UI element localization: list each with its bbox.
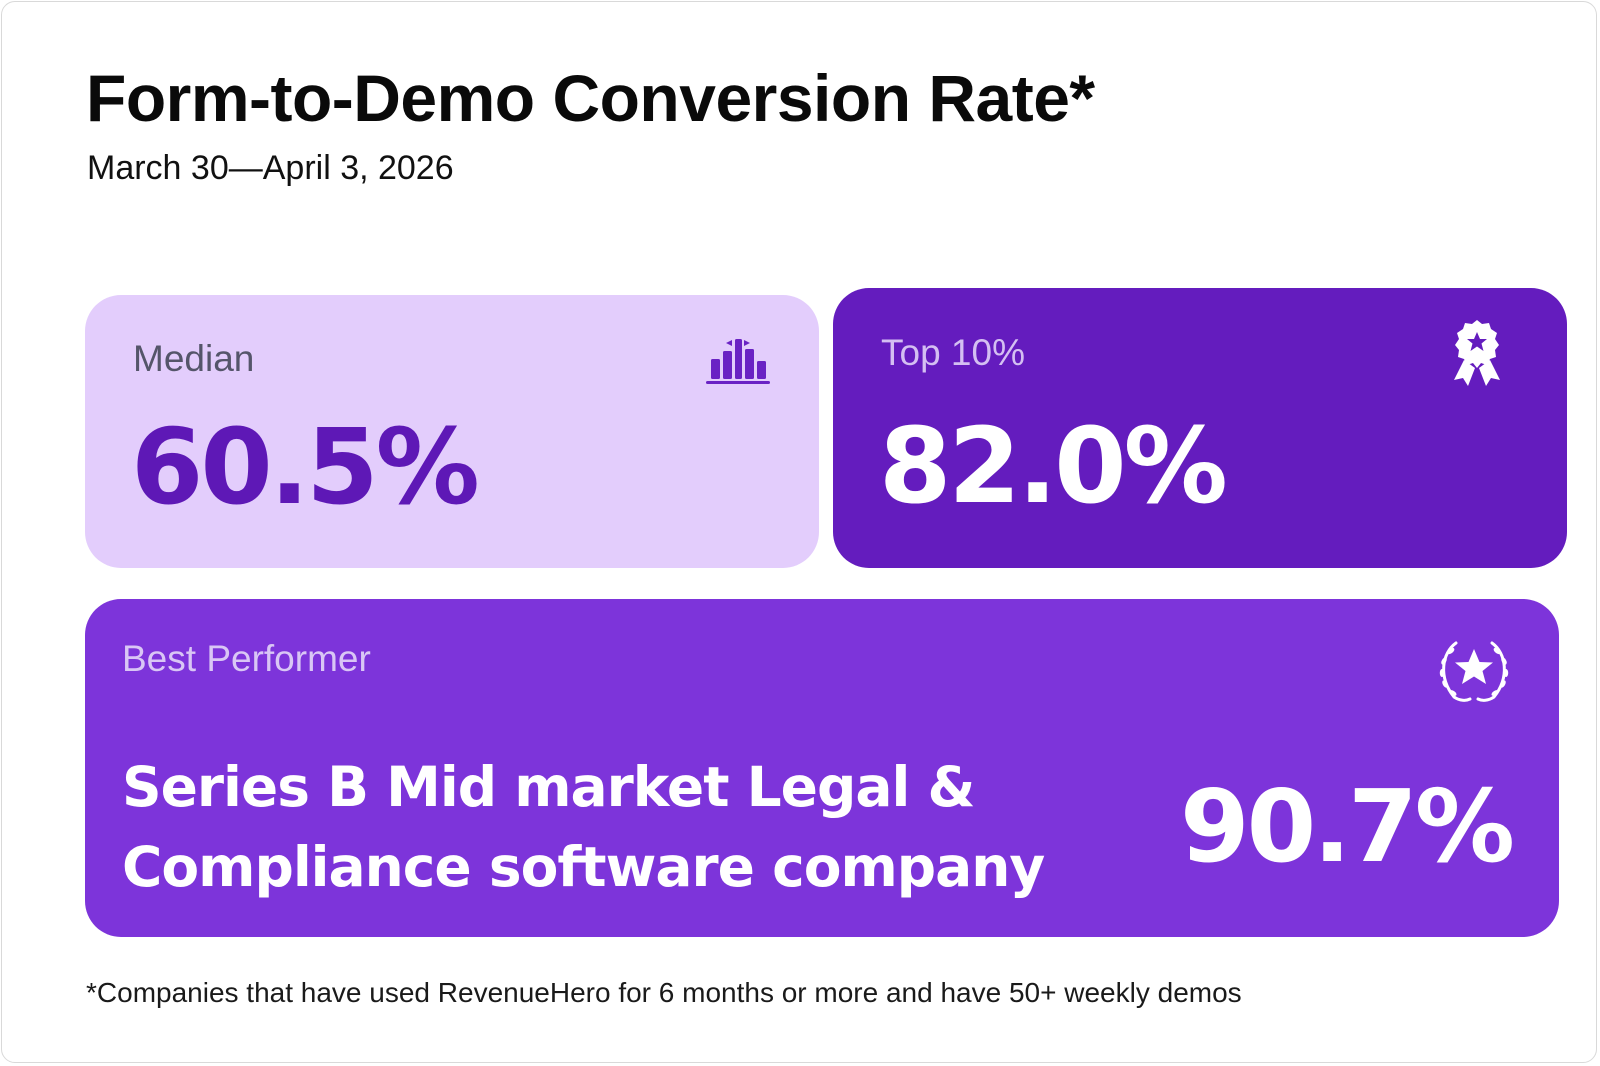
top10-value: 82.0%: [879, 405, 1228, 527]
bar-chart-icon: [706, 339, 770, 384]
median-card: Median 60.5%: [85, 295, 819, 568]
top10-label: Top 10%: [881, 332, 1025, 373]
median-value: 60.5%: [131, 406, 480, 528]
top10-card: Top 10% 82.0%: [833, 288, 1567, 568]
laurel-star-icon: [1439, 641, 1509, 702]
best-performer-value: 90.7%: [1180, 768, 1515, 885]
date-range: March 30—April 3, 2026: [87, 149, 454, 187]
best-performer-card: Best Performer Series B Mid market Legal: [85, 599, 1559, 937]
best-performer-label: Best Performer: [122, 638, 371, 679]
best-performer-name: Series B Mid market Legal & Compliance s…: [122, 755, 1045, 899]
page-title: Form-to-Demo Conversion Rate*: [86, 61, 1095, 135]
median-label: Median: [133, 338, 255, 379]
footnote: *Companies that have used RevenueHero fo…: [86, 977, 1242, 1008]
award-ribbon-icon: [1454, 320, 1500, 386]
